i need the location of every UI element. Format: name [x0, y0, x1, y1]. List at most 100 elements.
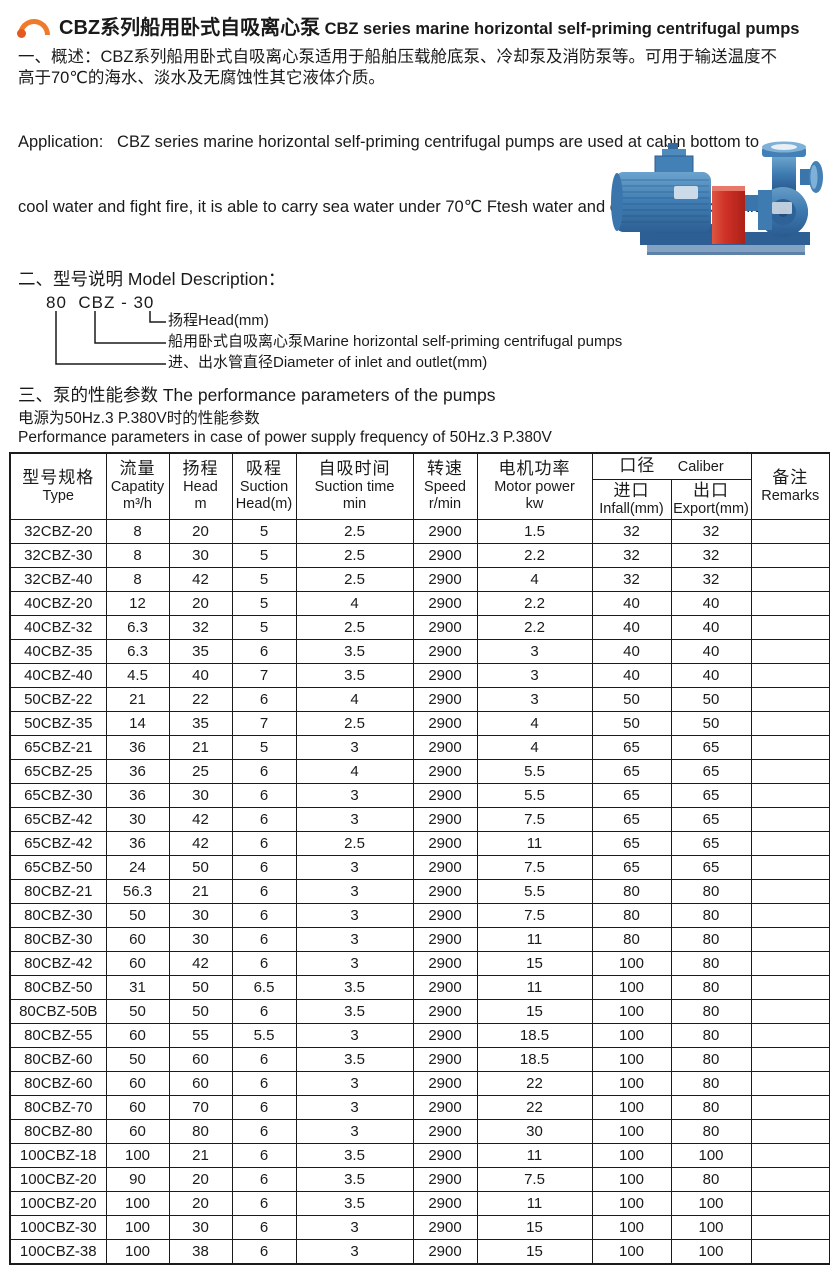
col-header-caliber: 口径 Caliber	[591, 452, 752, 480]
table-cell: 100CBZ-20	[9, 1190, 107, 1216]
table-cell: 32	[168, 614, 233, 640]
table-row: 50CBZ-35 14 35 7 2.5 2900 4 50 50	[9, 710, 830, 736]
table-cell: 6	[231, 638, 297, 664]
table-cell	[750, 830, 830, 856]
table-cell: 100	[591, 1046, 672, 1072]
page-title-en: CBZ series marine horizontal self-primin…	[324, 19, 800, 38]
table-cell: 4	[295, 686, 414, 712]
table-row: 100CBZ-20 90 20 6 3.5 2900 7.5 100 80	[9, 1166, 830, 1192]
table-cell: 65	[670, 734, 752, 760]
table-cell: 42	[168, 566, 233, 592]
table-cell: 80CBZ-42	[9, 950, 107, 976]
table-cell: 100	[591, 1190, 672, 1216]
table-cell: 80	[670, 950, 752, 976]
table-row: 80CBZ-60 50 60 6 3.5 2900 18.5 100 80	[9, 1046, 830, 1072]
table-cell: 80	[670, 1070, 752, 1096]
table-cell: 3	[295, 1070, 414, 1096]
table-cell: 18.5	[476, 1046, 593, 1072]
table-cell: 2900	[412, 638, 478, 664]
table-cell: 2900	[412, 782, 478, 808]
table-cell: 100	[591, 974, 672, 1000]
model-code: 80 CBZ - 30	[46, 293, 155, 312]
table-cell: 6.5	[231, 974, 297, 1000]
pump-photo	[611, 141, 823, 255]
table-cell: 5	[231, 590, 297, 616]
table-cell: 24	[105, 854, 170, 880]
overview-paragraph-zh: 一、概述：CBZ系列船用卧式自吸离心泵适用于船舶压载舱底泵、冷却泵及消防泵等。可…	[8, 47, 822, 89]
table-cell	[750, 1046, 830, 1072]
table-cell: 100	[591, 1022, 672, 1048]
table-cell: 2.2	[476, 614, 593, 640]
table-cell: 80CBZ-60	[9, 1070, 107, 1096]
table-cell	[750, 686, 830, 712]
table-cell: 100	[105, 1238, 170, 1264]
table-cell: 31	[105, 974, 170, 1000]
table-row: 65CBZ-25 36 25 6 4 2900 5.5 65 65	[9, 758, 830, 784]
table-cell: 20	[168, 590, 233, 616]
brand-arc-icon	[17, 19, 50, 38]
table-cell: 5.5	[476, 758, 593, 784]
table-cell: 4	[295, 758, 414, 784]
table-cell	[750, 1094, 830, 1120]
table-cell: 42	[168, 806, 233, 832]
table-cell: 2900	[412, 806, 478, 832]
table-cell: 2900	[412, 1214, 478, 1240]
table-cell: 50	[105, 998, 170, 1024]
table-cell	[750, 782, 830, 808]
table-cell: 3	[476, 686, 593, 712]
table-cell	[750, 518, 830, 544]
table-cell: 2900	[412, 518, 478, 544]
table-row: 40CBZ-40 4.5 40 7 3.5 2900 3 40 40	[9, 662, 830, 688]
table-cell: 4	[476, 710, 593, 736]
pump-shaft	[745, 195, 762, 211]
table-cell: 2.5	[295, 518, 414, 544]
table-cell: 80	[670, 998, 752, 1024]
table-cell	[750, 1118, 830, 1144]
table-cell: 60	[105, 926, 170, 952]
table-cell: 32	[670, 518, 752, 544]
table-cell: 2900	[412, 1166, 478, 1192]
table-cell: 21	[168, 1142, 233, 1168]
table-cell: 5	[231, 542, 297, 568]
table-cell: 6	[231, 1238, 297, 1264]
table-cell: 32CBZ-40	[9, 566, 107, 592]
table-cell	[750, 854, 830, 880]
table-cell: 4	[476, 566, 593, 592]
table-cell	[750, 974, 830, 1000]
table-cell: 50	[168, 854, 233, 880]
table-cell: 3.5	[295, 1142, 414, 1168]
table-cell: 6	[231, 806, 297, 832]
table-cell: 32	[670, 542, 752, 568]
table-row: 32CBZ-30 8 30 5 2.5 2900 2.2 32 32	[9, 542, 830, 568]
table-cell: 60	[168, 1070, 233, 1096]
table-cell: 18.5	[476, 1022, 593, 1048]
table-cell: 36	[105, 734, 170, 760]
table-cell: 80	[591, 878, 672, 904]
table-cell: 100	[670, 1214, 752, 1240]
table-row: 40CBZ-32 6.3 32 5 2.5 2900 2.2 40 40	[9, 614, 830, 640]
table-cell: 70	[168, 1094, 233, 1120]
table-cell: 15	[476, 998, 593, 1024]
table-cell: 100	[591, 1094, 672, 1120]
table-cell: 100CBZ-20	[9, 1166, 107, 1192]
page-title-zh: CBZ系列船用卧式自吸离心泵	[59, 16, 321, 39]
col-header-capacity: 流量 Capatity m³/h	[105, 452, 170, 520]
table-cell: 100	[591, 950, 672, 976]
table-row: 40CBZ-35 6.3 35 6 3.5 2900 3 40 40	[9, 638, 830, 664]
table-cell: 65	[591, 734, 672, 760]
table-cell: 30	[168, 902, 233, 928]
col-header-motor-power: 电机功率 Motor power kw	[476, 452, 593, 520]
table-cell: 50CBZ-35	[9, 710, 107, 736]
table-cell: 6.3	[105, 614, 170, 640]
table-cell: 80	[670, 1094, 752, 1120]
table-cell: 80CBZ-50	[9, 974, 107, 1000]
table-cell: 65	[670, 806, 752, 832]
table-cell: 40	[591, 638, 672, 664]
col-header-speed: 转速 Speed r/min	[412, 452, 478, 520]
table-cell	[750, 638, 830, 664]
table-cell: 5	[231, 518, 297, 544]
table-row: 80CBZ-70 60 70 6 3 2900 22 100 80	[9, 1094, 830, 1120]
table-cell: 40	[591, 662, 672, 688]
table-cell: 100	[105, 1142, 170, 1168]
table-cell: 30	[168, 542, 233, 568]
